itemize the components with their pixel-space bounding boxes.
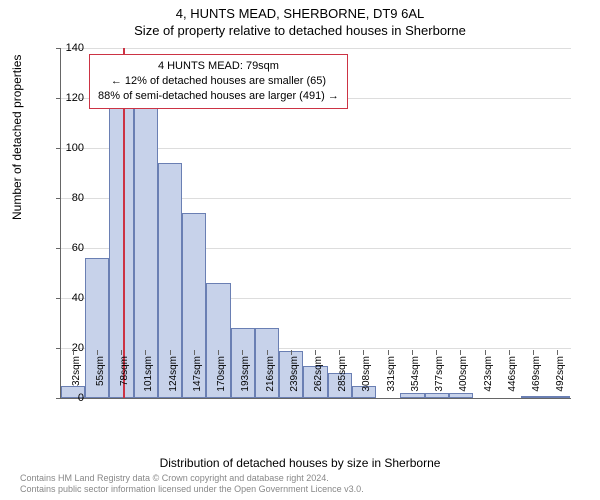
y-tick-mark xyxy=(56,98,61,99)
y-tick-mark xyxy=(56,48,61,49)
x-tick-mark xyxy=(267,350,268,355)
x-tick-mark xyxy=(436,350,437,355)
x-tick-label: 446sqm xyxy=(507,356,518,396)
x-tick-label: 124sqm xyxy=(168,356,179,396)
x-tick-mark xyxy=(145,350,146,355)
x-tick-label: 193sqm xyxy=(240,356,251,396)
x-tick-mark xyxy=(412,350,413,355)
x-axis-label: Distribution of detached houses by size … xyxy=(0,456,600,470)
y-tick-mark xyxy=(56,348,61,349)
x-tick-label: 331sqm xyxy=(386,356,397,396)
y-tick-label: 80 xyxy=(72,192,84,204)
x-tick-label: 400sqm xyxy=(458,356,469,396)
y-tick-mark xyxy=(56,148,61,149)
x-tick-label: 285sqm xyxy=(337,356,348,396)
x-tick-mark xyxy=(388,350,389,355)
x-tick-label: 239sqm xyxy=(289,356,300,396)
x-tick-mark xyxy=(557,350,558,355)
info-box-line-2: ← 12% of detached houses are smaller (65… xyxy=(98,74,339,89)
x-tick-label: 423sqm xyxy=(483,356,494,396)
x-tick-label: 101sqm xyxy=(143,356,154,396)
y-tick-label: 40 xyxy=(72,292,84,304)
x-tick-mark xyxy=(242,350,243,355)
x-tick-mark xyxy=(509,350,510,355)
y-tick-mark xyxy=(56,198,61,199)
x-tick-label: 147sqm xyxy=(192,356,203,396)
footer-line-1: Contains HM Land Registry data © Crown c… xyxy=(20,473,364,485)
info-box-line-3: 88% of semi-detached houses are larger (… xyxy=(98,89,339,104)
x-tick-label: 262sqm xyxy=(313,356,324,396)
x-tick-mark xyxy=(73,350,74,355)
footer-attribution: Contains HM Land Registry data © Crown c… xyxy=(20,473,364,496)
x-tick-mark xyxy=(339,350,340,355)
y-tick-label: 60 xyxy=(72,242,84,254)
x-tick-label: 354sqm xyxy=(410,356,421,396)
plot-area: 4 HUNTS MEAD: 79sqm← 12% of detached hou… xyxy=(60,48,571,399)
x-tick-mark xyxy=(533,350,534,355)
info-box-line-1: 4 HUNTS MEAD: 79sqm xyxy=(98,59,339,74)
x-tick-label: 492sqm xyxy=(555,356,566,396)
x-tick-label: 216sqm xyxy=(265,356,276,396)
x-tick-mark xyxy=(121,350,122,355)
chart-container: 4, HUNTS MEAD, SHERBORNE, DT9 6AL Size o… xyxy=(0,0,600,500)
x-tick-label: 78sqm xyxy=(119,356,130,396)
y-tick-label: 120 xyxy=(66,92,84,104)
chart-address-title: 4, HUNTS MEAD, SHERBORNE, DT9 6AL xyxy=(0,0,600,21)
x-tick-mark xyxy=(218,350,219,355)
x-tick-mark xyxy=(363,350,364,355)
y-axis-label: Number of detached properties xyxy=(10,55,24,220)
x-tick-mark xyxy=(315,350,316,355)
x-tick-label: 469sqm xyxy=(531,356,542,396)
y-tick-label: 140 xyxy=(66,42,84,54)
y-tick-mark xyxy=(56,248,61,249)
y-tick-mark xyxy=(56,298,61,299)
x-tick-mark xyxy=(291,350,292,355)
x-tick-label: 170sqm xyxy=(216,356,227,396)
y-tick-label: 100 xyxy=(66,142,84,154)
x-tick-label: 32sqm xyxy=(71,356,82,396)
chart-subtitle: Size of property relative to detached ho… xyxy=(0,21,600,38)
x-tick-mark xyxy=(460,350,461,355)
footer-line-2: Contains public sector information licen… xyxy=(20,484,364,496)
x-tick-mark xyxy=(485,350,486,355)
x-tick-mark xyxy=(194,350,195,355)
y-tick-mark xyxy=(56,398,61,399)
x-tick-mark xyxy=(170,350,171,355)
x-tick-label: 377sqm xyxy=(434,356,445,396)
x-tick-mark xyxy=(97,350,98,355)
x-tick-label: 308sqm xyxy=(361,356,372,396)
x-tick-label: 55sqm xyxy=(95,356,106,396)
property-info-box: 4 HUNTS MEAD: 79sqm← 12% of detached hou… xyxy=(89,54,348,109)
grid-line xyxy=(61,48,571,49)
